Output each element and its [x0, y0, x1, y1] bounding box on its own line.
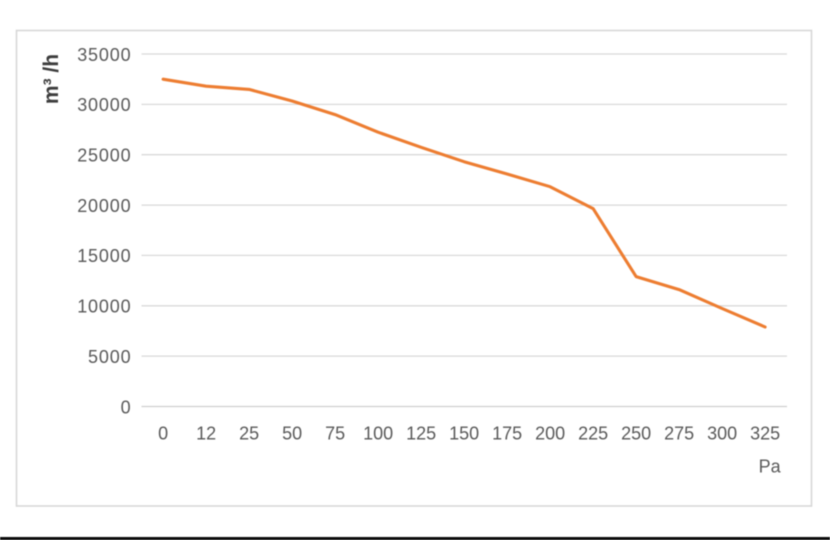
- svg-text:12: 12: [196, 424, 216, 444]
- svg-text:75: 75: [325, 424, 345, 444]
- svg-text:150: 150: [449, 424, 479, 444]
- svg-text:25000: 25000: [77, 146, 131, 166]
- svg-text:m³ /h: m³ /h: [40, 54, 63, 104]
- svg-text:10000: 10000: [77, 297, 131, 317]
- svg-text:50: 50: [282, 424, 302, 444]
- svg-text:125: 125: [406, 424, 436, 444]
- svg-text:100: 100: [363, 424, 393, 444]
- svg-text:20000: 20000: [77, 196, 131, 216]
- svg-text:15000: 15000: [77, 246, 131, 266]
- svg-text:Pa: Pa: [759, 456, 782, 476]
- svg-text:5000: 5000: [88, 347, 131, 367]
- svg-text:0: 0: [121, 397, 132, 417]
- svg-text:0: 0: [158, 424, 168, 444]
- svg-text:35000: 35000: [77, 45, 131, 65]
- svg-text:300: 300: [707, 424, 737, 444]
- svg-text:25: 25: [239, 424, 259, 444]
- svg-text:225: 225: [578, 424, 608, 444]
- svg-text:30000: 30000: [77, 95, 131, 115]
- svg-text:250: 250: [621, 424, 651, 444]
- svg-text:200: 200: [535, 424, 565, 444]
- svg-text:275: 275: [664, 424, 694, 444]
- svg-text:325: 325: [750, 424, 780, 444]
- svg-text:175: 175: [492, 424, 522, 444]
